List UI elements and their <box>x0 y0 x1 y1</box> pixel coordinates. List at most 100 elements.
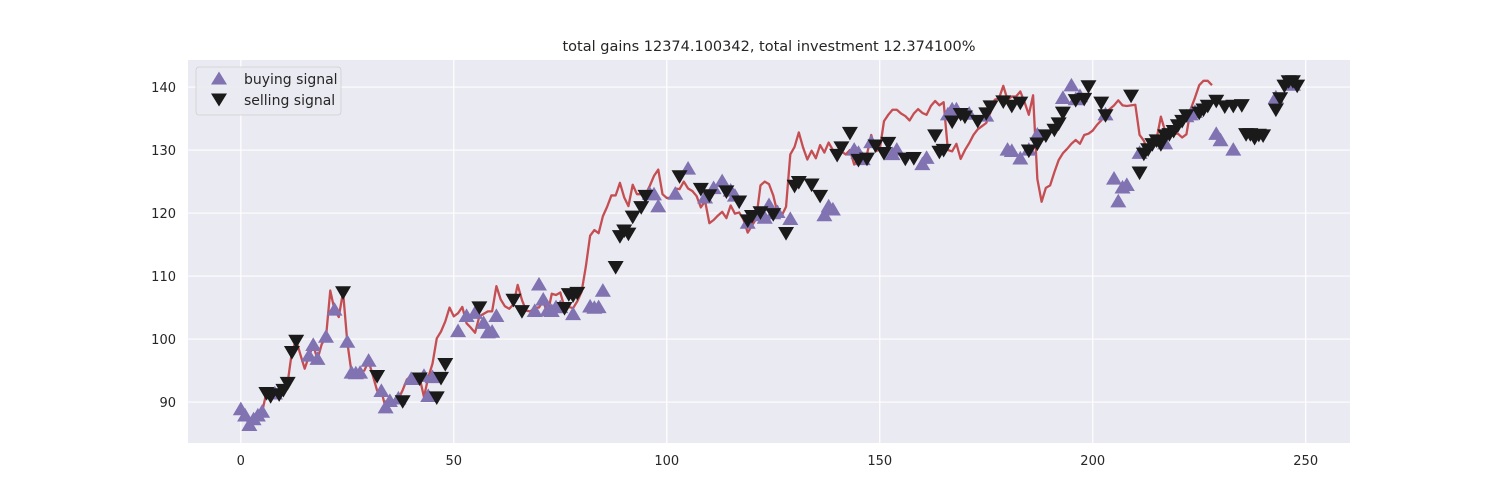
sell-marker <box>790 175 807 190</box>
sell-marker <box>1012 96 1029 111</box>
price-line-layer <box>239 79 1213 427</box>
sell-marker <box>1020 144 1037 159</box>
sell-marker <box>428 391 445 406</box>
sell-marker <box>765 208 782 222</box>
buy-marker <box>467 305 484 319</box>
sell-marker <box>995 95 1012 109</box>
buy-marker <box>590 299 607 314</box>
sell-marker <box>944 115 961 130</box>
y-tick-label: 130 <box>151 144 176 159</box>
sell-marker <box>433 371 450 386</box>
buy-marker <box>352 365 369 379</box>
buy-marker <box>450 323 467 338</box>
legend-sell-label: selling signal <box>244 93 335 109</box>
sell-marker <box>505 293 522 308</box>
sell-marker <box>1255 129 1272 143</box>
sell-marker <box>556 301 573 316</box>
sell-marker <box>288 334 305 349</box>
buy-marker <box>318 329 335 343</box>
buy-marker <box>484 324 501 338</box>
tick-labels: 0 50 100 150 200 250 90 100 110 120 130 140 <box>151 81 1318 469</box>
x-tick-label: 250 <box>1293 454 1318 469</box>
buy-marker <box>645 186 662 201</box>
buy-marker <box>403 371 420 385</box>
selling-signal-markers <box>258 75 1306 409</box>
buy-marker <box>816 207 833 222</box>
buy-marker <box>305 337 322 351</box>
sell-marker <box>369 369 386 384</box>
legend: buying signal selling signal <box>195 66 342 116</box>
sell-marker <box>1289 79 1306 94</box>
buy-marker <box>339 334 356 348</box>
buy-marker <box>488 308 505 322</box>
buy-marker <box>1118 177 1135 191</box>
sell-marker <box>905 152 922 166</box>
sell-marker <box>1267 103 1284 118</box>
sell-marker <box>982 100 999 114</box>
sell-marker <box>1080 80 1097 94</box>
buy-marker <box>535 292 552 306</box>
sell-marker <box>876 147 893 161</box>
sell-marker <box>927 129 944 143</box>
sell-marker <box>624 210 641 225</box>
grid-lines <box>188 60 1350 443</box>
sell-marker <box>637 189 654 204</box>
buy-marker <box>526 303 543 317</box>
buy-marker <box>918 150 935 164</box>
sell-marker <box>935 143 952 158</box>
x-tick-label: 50 <box>446 454 463 469</box>
buy-marker <box>309 351 326 365</box>
sell-marker <box>1199 99 1216 114</box>
sell-marker <box>858 152 875 167</box>
sell-marker <box>731 195 748 210</box>
buy-marker <box>1063 77 1080 92</box>
legend-buy-marker <box>211 71 227 85</box>
buy-marker <box>530 276 547 291</box>
sell-marker <box>1054 106 1071 121</box>
sell-marker <box>1233 99 1250 113</box>
chart-title: total gains 12374.100342, total investme… <box>563 39 976 55</box>
sell-marker <box>718 185 735 200</box>
sell-marker <box>1123 89 1140 104</box>
sell-marker <box>1050 117 1067 131</box>
plot-area <box>188 60 1350 443</box>
buy-marker <box>254 404 271 418</box>
y-tick-label: 110 <box>151 270 176 285</box>
sell-marker <box>803 178 820 193</box>
sell-marker <box>394 395 411 409</box>
buy-marker <box>373 383 390 397</box>
x-tick-label: 150 <box>867 454 892 469</box>
legend-buy-label: buying signal <box>244 72 338 88</box>
sell-marker <box>1076 92 1093 107</box>
buy-marker <box>1212 132 1229 147</box>
buy-marker <box>667 186 684 200</box>
x-tick-label: 0 <box>237 454 245 469</box>
sell-marker <box>279 376 296 391</box>
sell-marker <box>1178 109 1195 123</box>
y-tick-label: 140 <box>151 81 176 96</box>
sell-marker <box>569 286 586 301</box>
sell-marker <box>1029 137 1046 152</box>
buy-marker <box>824 201 841 216</box>
sell-marker <box>701 189 718 203</box>
price-line <box>239 79 1213 427</box>
sell-marker <box>833 141 850 155</box>
sell-marker <box>752 206 769 220</box>
sell-marker <box>1208 94 1225 109</box>
legend-sell-marker <box>211 93 227 107</box>
sell-marker <box>513 305 530 319</box>
sell-marker <box>437 358 454 372</box>
y-tick-label: 100 <box>151 333 176 348</box>
sell-marker <box>633 201 650 215</box>
sell-marker <box>969 114 986 129</box>
buy-marker <box>650 198 667 213</box>
buy-marker <box>1029 126 1046 141</box>
sell-marker <box>607 261 624 275</box>
y-tick-label: 90 <box>159 396 176 411</box>
buy-marker <box>326 302 343 316</box>
buy-marker <box>888 142 905 156</box>
legend-box <box>195 66 342 116</box>
buy-marker <box>300 348 317 362</box>
sell-marker <box>335 286 352 300</box>
